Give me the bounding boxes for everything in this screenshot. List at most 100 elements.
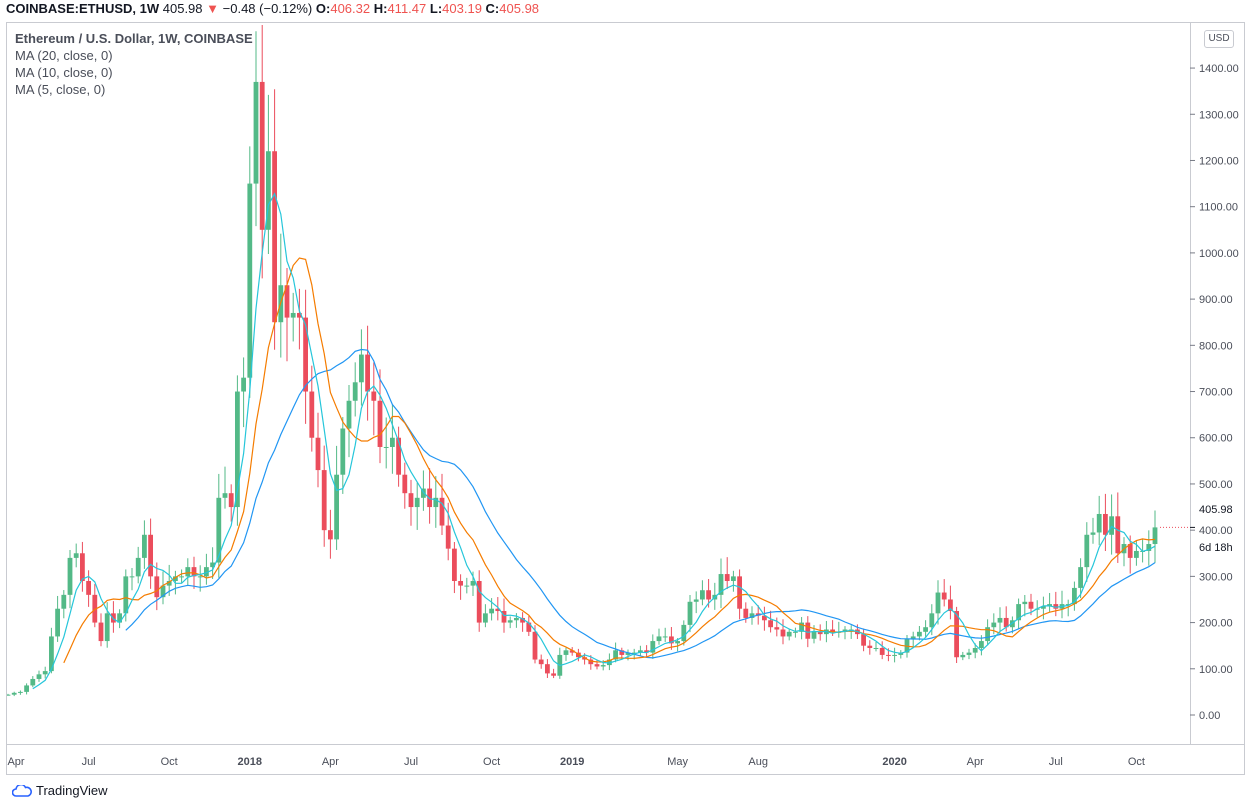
- candle-body: [625, 652, 631, 655]
- candle-body: [538, 659, 544, 665]
- candle-body: [61, 594, 67, 609]
- candle-body: [104, 613, 110, 642]
- candle-body: [476, 580, 482, 623]
- candle-body: [1152, 527, 1158, 545]
- candle-body: [408, 493, 414, 508]
- candle-body: [762, 615, 767, 621]
- ma5-line: [32, 192, 1156, 690]
- candle-body: [142, 534, 147, 558]
- symbol-header: COINBASE:ETHUSD, 1W 405.98 ▼ −0.48 (−0.1…: [6, 1, 539, 16]
- y-tick-label: 1200.00: [1199, 155, 1239, 167]
- legend-ma20[interactable]: MA (20, close, 0): [15, 48, 113, 63]
- candle-body: [309, 391, 315, 438]
- candle-body: [365, 354, 370, 392]
- candle-body: [123, 576, 129, 614]
- candle-body: [972, 647, 978, 653]
- candle-body: [830, 629, 835, 632]
- candle-body: [631, 652, 637, 654]
- candle-body: [749, 613, 755, 618]
- candle-body: [483, 613, 488, 623]
- candle-body: [297, 312, 302, 318]
- candle-body: [98, 622, 104, 642]
- y-tick-label: 700.00: [1199, 387, 1233, 399]
- x-tick-label: 2020: [882, 756, 906, 768]
- candle-body: [681, 624, 687, 642]
- candle-body: [421, 488, 426, 498]
- candle-body: [390, 437, 395, 447]
- candle-body: [67, 557, 73, 595]
- candle-body: [290, 312, 296, 318]
- x-tick-label: Oct: [483, 756, 500, 768]
- candle-body: [36, 674, 42, 679]
- y-tick-label: 1300.00: [1199, 109, 1239, 121]
- candle-body: [1047, 604, 1052, 607]
- y-tick-label: 200.00: [1199, 618, 1233, 630]
- candle-body: [173, 576, 178, 581]
- candle-body: [383, 446, 389, 448]
- candle-body: [135, 557, 141, 577]
- candle-body: [464, 585, 470, 587]
- candle-body: [588, 659, 594, 665]
- candle-body: [452, 548, 457, 581]
- candle-body: [700, 590, 705, 600]
- high-label: H:: [373, 1, 388, 16]
- legend-ma10[interactable]: MA (10, close, 0): [15, 65, 113, 80]
- candle-body: [1028, 601, 1034, 609]
- candle-body: [979, 641, 984, 648]
- candle-body: [917, 631, 922, 637]
- candle-body: [619, 650, 625, 655]
- candle-body: [1146, 544, 1152, 551]
- x-tick-label: Aug: [748, 756, 768, 768]
- candle-body: [346, 400, 352, 429]
- candle-body: [73, 553, 79, 558]
- candle-body: [439, 497, 445, 526]
- candle-body: [1003, 617, 1009, 628]
- tradingview-logo[interactable]: TradingView: [12, 783, 108, 798]
- candle-body: [1134, 550, 1139, 558]
- candle-body: [216, 497, 222, 563]
- chart-pane[interactable]: [6, 22, 1190, 745]
- candle-body: [842, 629, 848, 632]
- candle-body: [507, 620, 513, 623]
- candle-body: [607, 659, 612, 666]
- candle-body: [191, 567, 197, 577]
- candle-body: [774, 627, 780, 630]
- candle-body: [1127, 544, 1133, 558]
- bar-countdown: 6d 18h: [1199, 542, 1233, 554]
- candle-body: [687, 601, 693, 625]
- time-axis[interactable]: [6, 745, 1245, 775]
- legend-title: Ethereum / U.S. Dollar, 1W, COINBASE: [15, 31, 253, 46]
- candle-body: [941, 592, 947, 600]
- candle-body: [315, 437, 321, 471]
- candle-body: [693, 599, 699, 602]
- candle-body: [272, 151, 277, 323]
- open-label: O:: [315, 1, 331, 16]
- legend-ma5[interactable]: MA (5, close, 0): [15, 82, 106, 97]
- candle-body: [179, 576, 184, 578]
- symbol-name: COINBASE:ETHUSD, 1W: [6, 1, 160, 16]
- x-tick-label: Apr: [7, 756, 24, 768]
- candle-body: [948, 599, 953, 612]
- candle-body: [470, 580, 476, 586]
- candle-body: [222, 493, 228, 498]
- x-tick-label: May: [667, 756, 688, 768]
- candle-body: [768, 620, 773, 628]
- candle-body: [160, 585, 166, 598]
- candle-body: [42, 671, 48, 675]
- candle-body: [352, 382, 358, 401]
- candle-body: [960, 654, 966, 658]
- candle-body: [1115, 516, 1121, 554]
- price-axis[interactable]: [1190, 22, 1245, 745]
- currency-button[interactable]: USD: [1204, 30, 1234, 48]
- y-tick-label: 600.00: [1199, 433, 1233, 445]
- candle-body: [873, 647, 879, 649]
- low-label: L:: [429, 1, 443, 16]
- candle-body: [445, 525, 451, 549]
- ma20-line: [125, 348, 1156, 659]
- candle-body: [799, 622, 804, 632]
- y-tick-label: 0.00: [1199, 710, 1220, 722]
- candle-body: [55, 608, 60, 637]
- y-tick-label: 1100.00: [1199, 202, 1238, 214]
- candle-body: [576, 652, 581, 658]
- candle-body: [340, 428, 346, 475]
